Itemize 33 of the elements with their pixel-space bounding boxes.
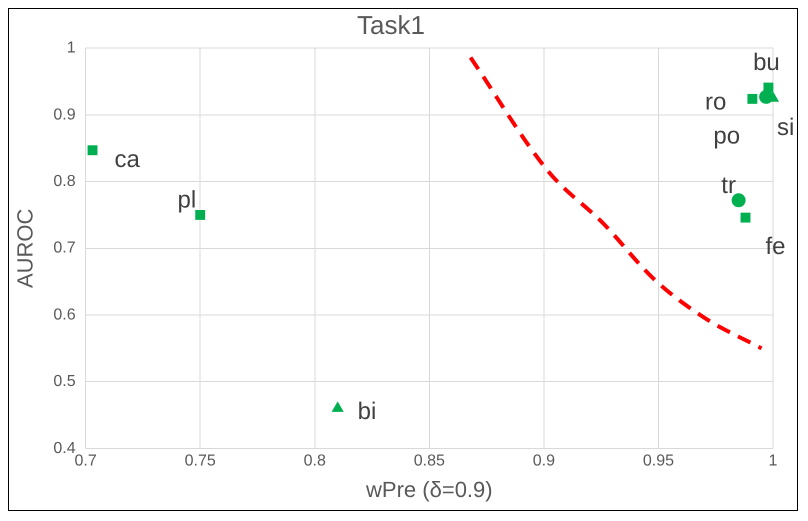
point (732, 193, 746, 208)
y-tick-label: 0.7 (53, 240, 76, 257)
y-axis-title: AUROC (12, 208, 38, 288)
annotation: po (713, 122, 740, 150)
x-tick-label: 0.7 (74, 452, 97, 470)
x-tick-label: 0.8 (304, 452, 326, 470)
point (740, 212, 750, 223)
x-tick-label: 0.9 (532, 452, 556, 470)
annotation: fe (766, 233, 786, 260)
point (763, 82, 774, 93)
annotation: bi (358, 398, 376, 426)
annotation: tr (721, 172, 736, 199)
annotation: bu (753, 49, 780, 76)
point (195, 210, 206, 220)
y-tick-label: 0.6 (53, 306, 76, 324)
y-tick-label: 0.9 (53, 106, 76, 124)
annotation: pl (178, 186, 196, 214)
point (332, 401, 344, 412)
point (747, 94, 758, 104)
chart-title: Task1 (357, 10, 425, 40)
annotation: si (777, 114, 794, 141)
x-tick-label: 0.95 (642, 452, 674, 470)
y-tick-label: 1 (66, 40, 76, 57)
annotation: ro (705, 88, 726, 116)
y-tick-label: 0.8 (53, 173, 76, 190)
annotation: ca (114, 146, 141, 173)
x-tick-label: 0.85 (414, 452, 445, 470)
y-tick-label: 0.4 (53, 440, 76, 457)
x-tick-label: 1 (768, 452, 778, 470)
point (88, 145, 98, 156)
x-tick-label: 0.75 (184, 452, 216, 470)
y-tick-label: 0.5 (53, 373, 76, 390)
x-axis-title: wPre (δ=0.9) (365, 476, 493, 502)
